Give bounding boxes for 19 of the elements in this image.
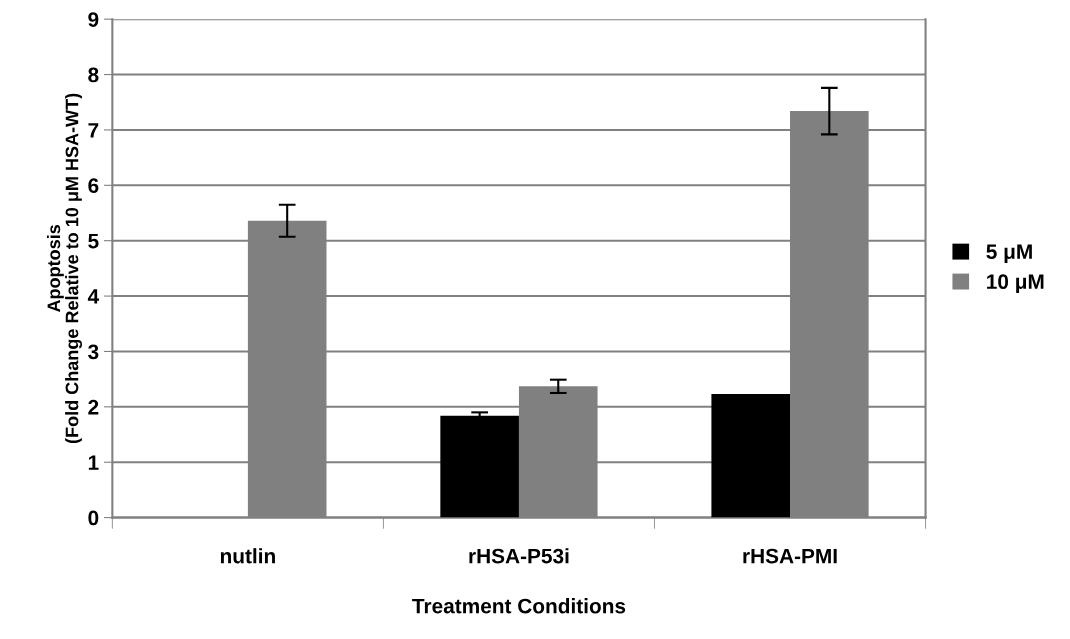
y-tick-label: 6 [88, 178, 99, 194]
bar [440, 415, 519, 518]
bar [711, 394, 791, 518]
y-tick-label: 2 [88, 399, 99, 415]
x-axis-title: Treatment Conditions [412, 598, 626, 614]
y-tick-label: 7 [88, 123, 99, 138]
x-tick-label: rHSA-P53i [469, 548, 569, 564]
y-tick-label: 4 [87, 289, 100, 304]
legend-label: 5 μM [986, 244, 1032, 264]
y-tick-label: 5 [88, 233, 99, 249]
x-tick-label: nutlin [220, 548, 275, 564]
y-tick-label: 9 [88, 12, 99, 27]
y-tick-label: 8 [88, 67, 99, 83]
x-tick-label: rHSA-PMI [743, 548, 837, 564]
y-tick-label: 1 [88, 455, 99, 470]
y-axis-title: Apoptosis (Fold Change Relative to 10 μM HSA-WT) [46, 93, 83, 444]
y-tick-label: 0 [88, 510, 99, 526]
y-tick-label: 3 [88, 344, 99, 360]
legend-label: 10 μM [987, 274, 1044, 294]
